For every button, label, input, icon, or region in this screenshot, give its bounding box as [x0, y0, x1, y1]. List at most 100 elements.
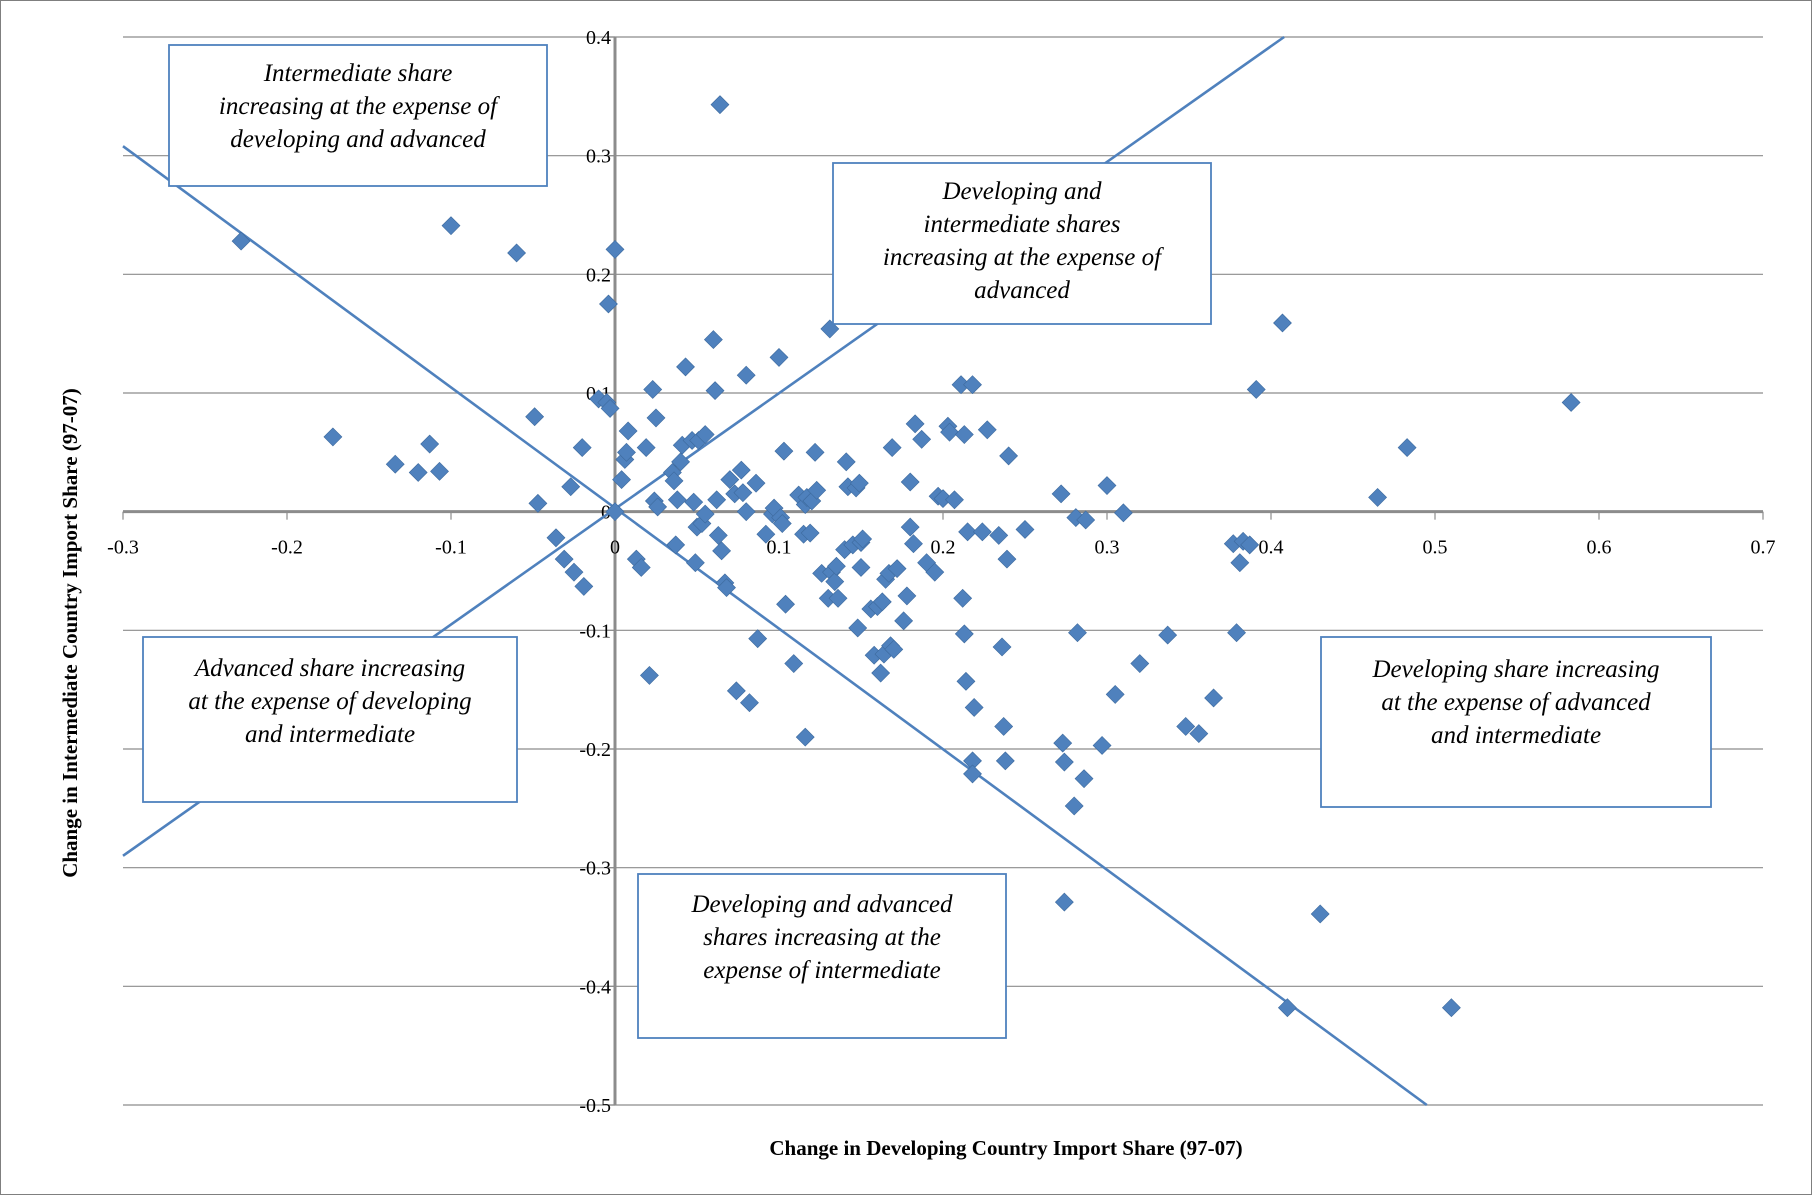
- data-point: [1189, 724, 1209, 743]
- data-point: [408, 463, 428, 482]
- x-tick-label: 0.6: [1587, 537, 1612, 559]
- y-tick-labels: 0.40.30.20.10-0.1-0.2-0.3-0.4-0.5: [579, 27, 611, 1117]
- data-point: [848, 618, 868, 638]
- data-point: [784, 654, 804, 673]
- y-tick-label: 0: [601, 502, 611, 524]
- data-point: [1240, 535, 1260, 555]
- data-point: [964, 698, 984, 717]
- data-point: [1158, 625, 1178, 645]
- data-point: [726, 681, 746, 701]
- data-point: [994, 717, 1014, 736]
- annotation-frame: [637, 873, 1007, 1039]
- data-point: [805, 442, 825, 462]
- data-point: [631, 558, 651, 577]
- data-point: [640, 666, 659, 685]
- annotation-box: Developing and intermediate shares increas…: [832, 162, 1212, 325]
- x-tick-label: 0.7: [1751, 537, 1776, 559]
- data-point: [905, 414, 925, 434]
- data-point: [707, 490, 727, 510]
- data-point: [605, 239, 625, 259]
- data-point: [507, 243, 527, 263]
- data-point: [989, 525, 1009, 545]
- x-tick-label: -0.3: [107, 537, 139, 559]
- data-point: [871, 663, 891, 683]
- data-point: [963, 375, 982, 395]
- data-point: [574, 577, 594, 596]
- y-tick-label: 0.4: [586, 27, 611, 49]
- annotation-box: Developing share increasing at the expens…: [1320, 636, 1712, 808]
- data-point: [572, 438, 592, 458]
- data-point: [1368, 488, 1388, 507]
- y-tick-label: -0.1: [579, 620, 611, 642]
- annotation-text-line: Developing and: [942, 178, 1102, 205]
- data-point: [525, 407, 545, 427]
- data-point: [1130, 654, 1150, 673]
- annotation-text-line: Advanced share increasing: [193, 655, 465, 682]
- data-point: [1076, 510, 1096, 530]
- annotation-box: Advanced share increasing at the expense …: [142, 636, 518, 803]
- data-point: [807, 480, 827, 500]
- data-point: [600, 399, 620, 418]
- annotation-text-line: at the expense of developing: [188, 688, 471, 715]
- data-point: [825, 572, 845, 592]
- data-point: [1310, 904, 1330, 924]
- data-point: [231, 231, 251, 251]
- data-point: [897, 586, 917, 606]
- data-point: [643, 380, 663, 399]
- data-point: [900, 472, 920, 492]
- data-point: [769, 347, 789, 367]
- data-point: [710, 95, 730, 115]
- data-point: [1113, 503, 1133, 523]
- data-point: [1092, 736, 1112, 755]
- annotation-text-line: expense of intermediate: [703, 957, 940, 984]
- data-point: [1051, 484, 1071, 504]
- data-point: [872, 592, 892, 612]
- data-point: [1054, 892, 1074, 912]
- annotation-frame: [1320, 636, 1712, 808]
- data-point: [564, 562, 584, 582]
- data-point: [705, 381, 725, 401]
- data-point: [1015, 520, 1035, 539]
- data-point: [954, 425, 974, 444]
- data-point: [956, 671, 976, 691]
- data-point: [925, 562, 945, 582]
- annotation-box: Developing and advanced shares increasing…: [637, 873, 1007, 1039]
- data-point: [420, 434, 440, 454]
- data-point: [972, 522, 992, 542]
- data-point: [736, 365, 756, 385]
- data-point: [731, 460, 751, 480]
- data-point: [695, 425, 715, 444]
- data-point: [1561, 393, 1581, 412]
- data-point: [1397, 438, 1417, 458]
- data-point: [636, 438, 656, 458]
- x-tick-label: 0.1: [767, 537, 792, 559]
- data-point: [1204, 688, 1224, 708]
- data-point: [828, 588, 848, 608]
- annotation-text-line: increasing at the expense of: [883, 244, 1164, 271]
- data-point: [441, 216, 461, 236]
- data-point: [772, 514, 792, 533]
- annotation-text-line: developing and advanced: [230, 126, 486, 153]
- data-point: [323, 427, 343, 447]
- data-point: [1246, 380, 1266, 399]
- annotation-text-line: and intermediate: [1431, 722, 1601, 749]
- data-point: [1053, 733, 1073, 753]
- annotation-text-line: shares increasing at the: [703, 924, 941, 951]
- data-point: [664, 471, 684, 491]
- x-axis-title: Change in Developing Country Import Shar…: [769, 1136, 1242, 1160]
- data-point: [953, 588, 973, 608]
- annotation-frame: [168, 44, 548, 187]
- data-point: [1097, 476, 1117, 495]
- data-points: [231, 95, 1581, 1018]
- annotation-text-line: and intermediate: [245, 721, 415, 748]
- data-point: [712, 541, 732, 561]
- data-point: [887, 559, 907, 579]
- data-point: [1105, 684, 1125, 704]
- x-tick-label: 0.5: [1423, 537, 1448, 559]
- data-point: [958, 522, 978, 542]
- data-point: [546, 528, 566, 548]
- data-point: [1230, 553, 1250, 573]
- x-tick-label: 0.2: [931, 537, 956, 559]
- data-point: [430, 461, 449, 481]
